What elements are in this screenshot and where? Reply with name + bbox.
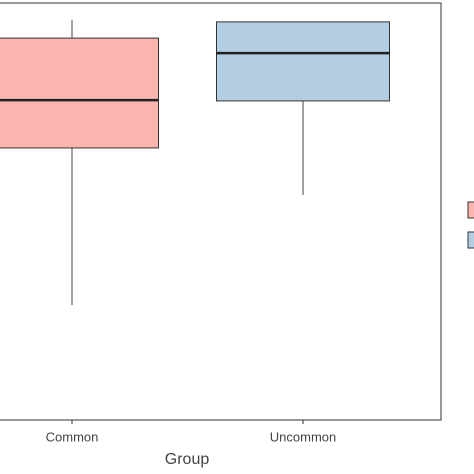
x-tick-label: Uncommon: [270, 429, 336, 444]
legend-key: [467, 231, 474, 249]
x-tick-label: Common: [46, 429, 99, 444]
box: [0, 37, 159, 149]
box: [216, 21, 390, 102]
legend-key: [467, 201, 474, 219]
x-axis-label: Group: [165, 451, 210, 468]
